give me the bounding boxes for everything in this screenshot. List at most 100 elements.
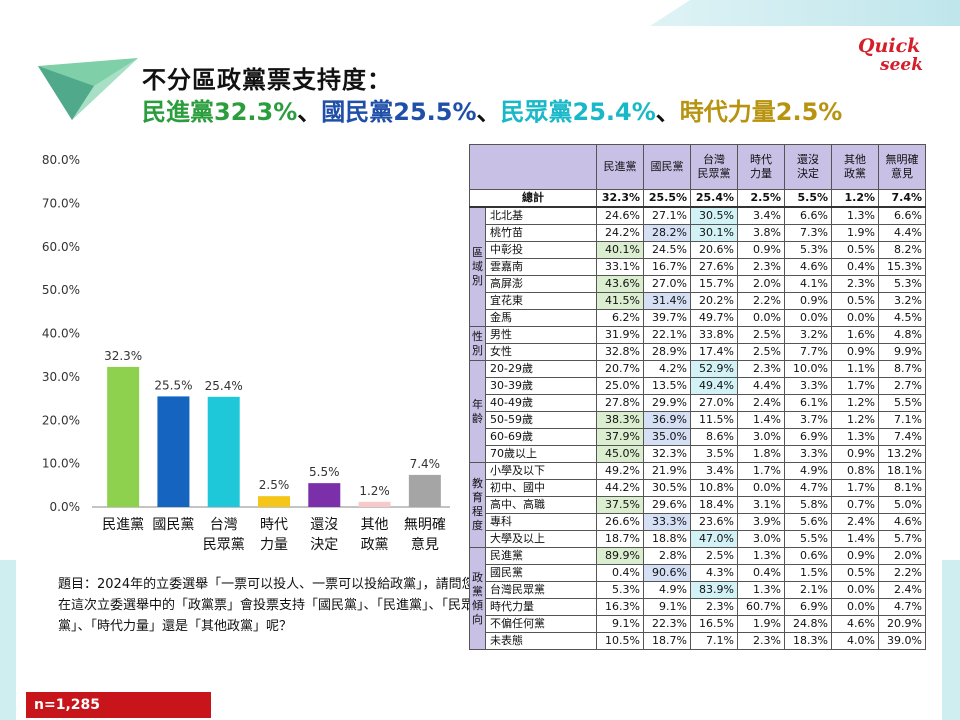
- row-label: 北北基: [485, 206, 597, 225]
- row-label: 宜花東: [485, 292, 597, 310]
- table-cell: 20.9%: [878, 615, 926, 633]
- table-cell: 30.5%: [690, 206, 738, 225]
- table-row: 金馬 6.2% 39.7% 49.7% 0.0% 0.0% 0.0% 4.5%: [470, 309, 926, 327]
- x-tick-label: 政黨: [361, 537, 389, 553]
- table-cell: 18.3%: [784, 632, 832, 650]
- row-label: 金馬: [485, 309, 597, 327]
- subtitle-part: 、: [476, 98, 501, 126]
- bar-chart: 0.0% 10.0% 20.0% 30.0% 40.0% 50.0% 60.0% 70.0% 8…: [42, 153, 450, 553]
- column-header: 民進黨: [596, 144, 644, 190]
- bar: [157, 396, 190, 507]
- column-header: 其他 政黨: [831, 144, 879, 190]
- y-tick-label: 20.0%: [42, 413, 80, 427]
- y-tick-label: 70.0%: [42, 196, 80, 210]
- row-label: 50-59歲: [485, 411, 597, 429]
- table-cell: 3.2%: [878, 292, 926, 310]
- y-tick-label: 30.0%: [42, 370, 80, 384]
- table-cell: 60.7%: [737, 598, 785, 616]
- table-cell: 4.9%: [784, 462, 832, 480]
- table-cell: 2.8%: [643, 547, 691, 565]
- table-cell: 1.9%: [737, 615, 785, 633]
- table-cell: 39.7%: [643, 309, 691, 327]
- y-tick-label: 0.0%: [50, 500, 81, 514]
- table-cell: 39.0%: [878, 632, 926, 650]
- table-cell: 8.2%: [878, 241, 926, 259]
- x-tick-label: 其他: [361, 517, 389, 533]
- table-row: 30-39歲 25.0% 13.5% 49.4% 4.4% 3.3% 1.7% 2.7%: [470, 377, 926, 395]
- table-cell: 89.9%: [596, 547, 644, 565]
- table-cell: 32.3%: [643, 445, 691, 463]
- table-cell: 5.8%: [784, 496, 832, 514]
- table-row: 未表態 10.5% 18.7% 7.1% 2.3% 18.3% 4.0% 39.0%: [470, 632, 926, 650]
- row-label: 70歲以上: [485, 445, 597, 463]
- table-row: 60-69歲 37.9% 35.0% 8.6% 3.0% 6.9% 1.3% 7.4%: [470, 428, 926, 446]
- table-cell: 4.7%: [878, 598, 926, 616]
- table-cell: 27.8%: [596, 394, 644, 412]
- table-cell: 7.3%: [784, 224, 832, 242]
- table-cell: 6.2%: [596, 309, 644, 327]
- table-cell: 45.0%: [596, 445, 644, 463]
- x-tick-label: 國民黨: [152, 517, 194, 533]
- table-row: 中彰投 40.1% 24.5% 20.6% 0.9% 5.3% 0.5% 8.2%: [470, 241, 926, 259]
- row-label: 男性: [485, 326, 597, 344]
- table-cell: 49.7%: [690, 309, 738, 327]
- subtitle-part: 、: [297, 98, 322, 126]
- column-header: 無明確 意見: [878, 144, 926, 190]
- table-cell: 8.7%: [878, 360, 926, 378]
- table-cell: 2.5%: [737, 189, 785, 208]
- table-row: 雲嘉南 33.1% 16.7% 27.6% 2.3% 4.6% 0.4% 15.3%: [470, 258, 926, 276]
- bar-value-label: 32.3%: [104, 349, 142, 363]
- table-cell: 25.4%: [690, 189, 738, 208]
- row-label: 大學及以上: [485, 530, 597, 548]
- bar-value-label: 5.5%: [309, 465, 340, 479]
- bar: [308, 483, 341, 507]
- table-cell: 9.1%: [643, 598, 691, 616]
- table-cell: 18.8%: [643, 530, 691, 548]
- table-cell: 49.2%: [596, 462, 644, 480]
- table-cell: 0.9%: [831, 445, 879, 463]
- table-corner: [469, 144, 597, 190]
- table-cell: 9.1%: [596, 615, 644, 633]
- table-cell: 41.5%: [596, 292, 644, 310]
- table-cell: 5.6%: [784, 513, 832, 531]
- table-row: 教育程度小學及以下 49.2% 21.9% 3.4% 1.7% 4.9% 0.8% 18.1%: [469, 462, 926, 548]
- table-row: 大學及以上 18.7% 18.8% 47.0% 3.0% 5.5% 1.4% 5.7%: [470, 530, 926, 548]
- x-tick-label: 無明確: [404, 517, 446, 533]
- table-cell: 18.7%: [643, 632, 691, 650]
- total-row: 總計 32.3% 25.5% 25.4% 2.5% 5.5% 1.2% 7.4%: [469, 189, 926, 208]
- table-cell: 0.7%: [831, 496, 879, 514]
- bar: [358, 501, 391, 507]
- table-cell: 27.6%: [690, 258, 738, 276]
- bar: [107, 366, 140, 507]
- bar: [408, 474, 441, 507]
- table-cell: 0.9%: [784, 292, 832, 310]
- table-cell: 1.4%: [831, 530, 879, 548]
- table-cell: 8.6%: [690, 428, 738, 446]
- table-cell: 4.5%: [878, 309, 926, 327]
- table-cell: 23.6%: [690, 513, 738, 531]
- table-row: 時代力量 16.3% 9.1% 2.3% 60.7% 6.9% 0.0% 4.7%: [470, 598, 926, 616]
- table-cell: 4.9%: [643, 581, 691, 599]
- row-label: 60-69歲: [485, 428, 597, 446]
- table-cell: 44.2%: [596, 479, 644, 497]
- table-cell: 47.0%: [690, 530, 738, 548]
- table-cell: 35.0%: [643, 428, 691, 446]
- table-cell: 32.3%: [596, 189, 644, 208]
- table-cell: 5.5%: [784, 189, 832, 208]
- table-cell: 5.5%: [878, 394, 926, 412]
- table-cell: 4.1%: [784, 275, 832, 293]
- table-cell: 37.9%: [596, 428, 644, 446]
- table-cell: 4.6%: [784, 258, 832, 276]
- row-label: 台灣民眾黨: [485, 581, 597, 599]
- x-tick-label: 時代: [260, 517, 288, 533]
- table-cell: 1.5%: [784, 564, 832, 582]
- x-tick-label: 民進黨: [102, 517, 144, 533]
- y-tick-label: 80.0%: [42, 153, 80, 167]
- table-cell: 2.0%: [878, 547, 926, 565]
- table-cell: 10.8%: [690, 479, 738, 497]
- table-cell: 1.6%: [831, 326, 879, 344]
- x-tick-label: 台灣: [210, 517, 238, 533]
- table-cell: 3.0%: [737, 530, 785, 548]
- column-header: 還沒 決定: [784, 144, 832, 190]
- table-cell: 0.5%: [831, 292, 879, 310]
